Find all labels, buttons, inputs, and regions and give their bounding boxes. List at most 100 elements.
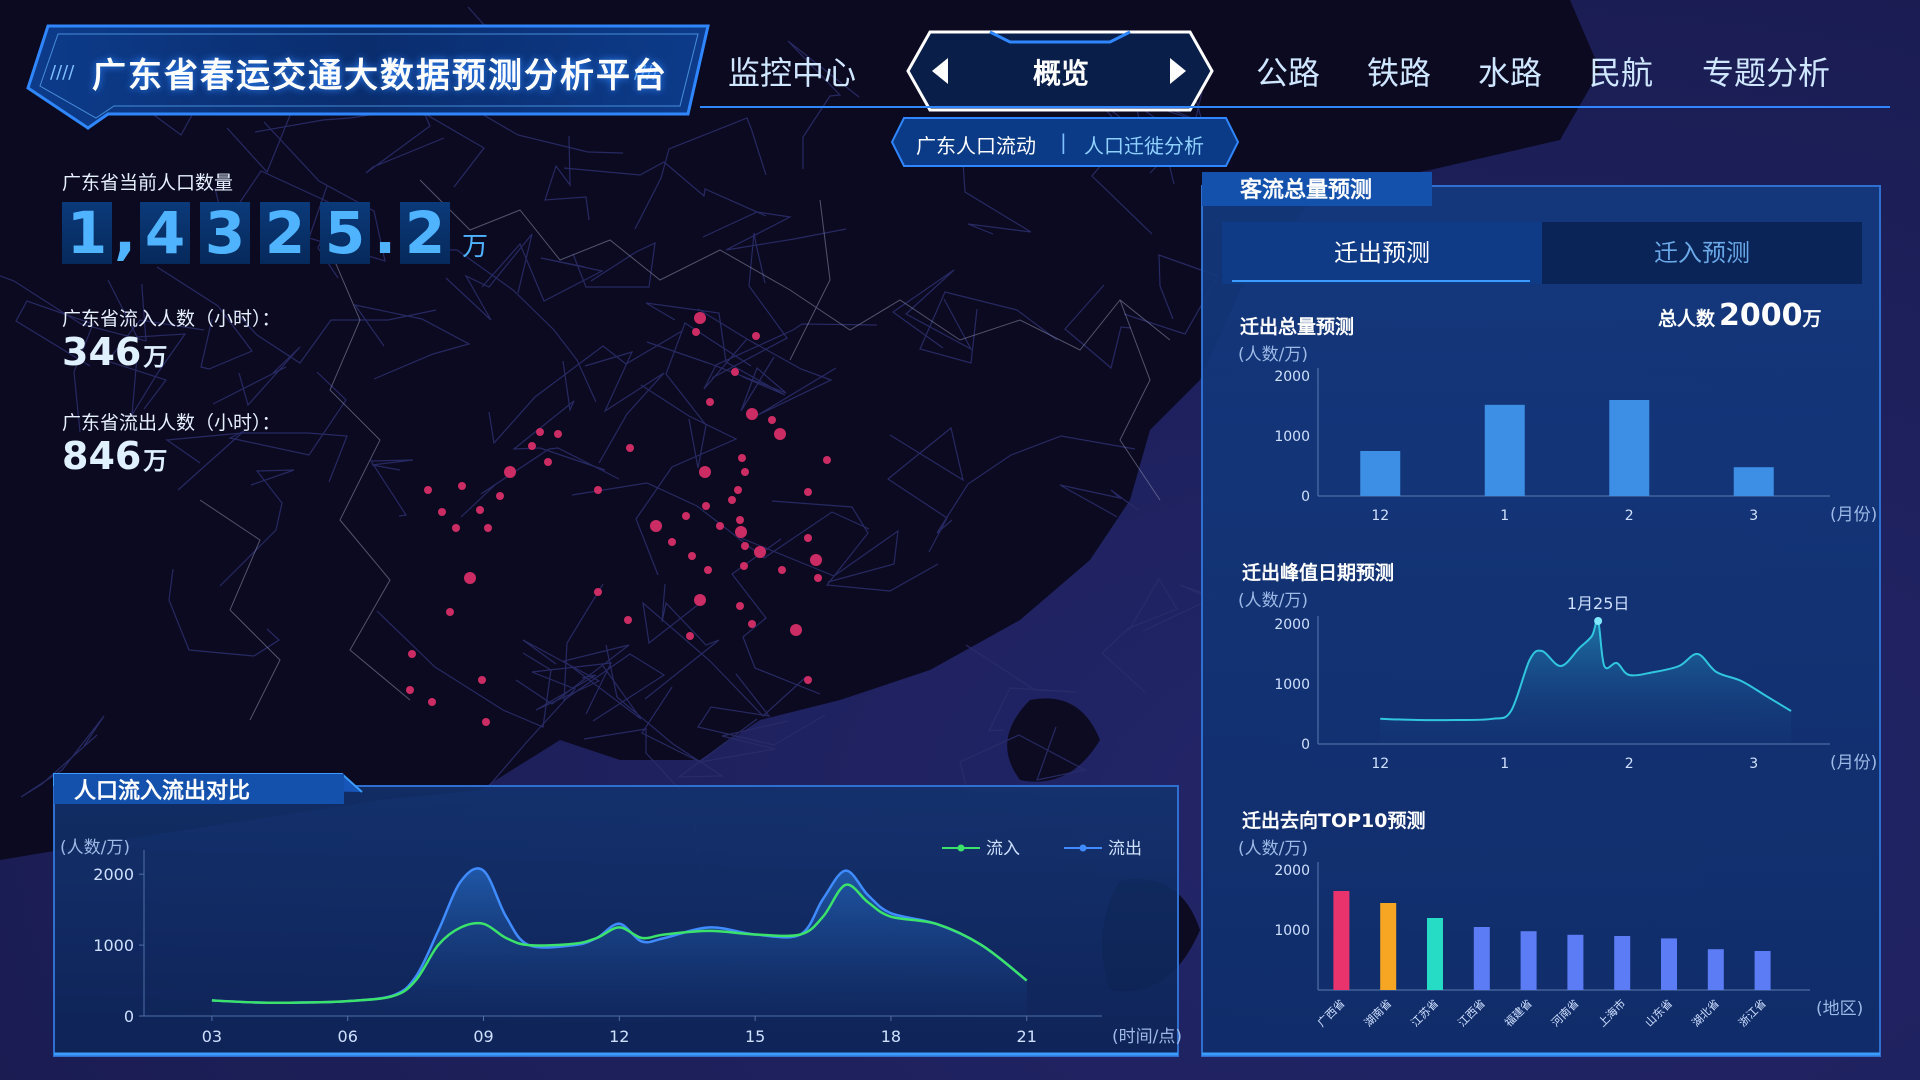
road-line (168, 568, 280, 657)
road-line (445, 233, 533, 321)
y-tick-label: 1000 (1274, 429, 1310, 445)
road-line (233, 309, 437, 364)
population-hotspot (594, 486, 602, 494)
nav-overview[interactable]: 概览 (1033, 57, 1090, 90)
x-axis-label: (月份) (1830, 505, 1876, 525)
total-chart-title: 迁出总量预测 (1240, 316, 1355, 338)
nav-next-icon[interactable] (1166, 56, 1190, 86)
population-hotspot (728, 496, 736, 504)
nav-railway[interactable]: 铁路 (1367, 54, 1432, 92)
population-hotspot (734, 486, 742, 494)
bar-1 (1484, 404, 1525, 496)
road-line (891, 269, 973, 351)
population-hotspot (452, 524, 460, 532)
forecast-panel-title: 客流总量预测 (1240, 178, 1373, 203)
bar-12 (1360, 451, 1401, 496)
population-digit: 5 (320, 202, 370, 264)
road-line (512, 360, 606, 471)
outflow-label: 广东省流出人数（小时）： (62, 412, 281, 434)
x-tick-label: 12 (609, 1027, 629, 1046)
legend-marker (1079, 844, 1087, 852)
forecast-panel-frame (1201, 172, 1881, 1057)
road-line (219, 469, 295, 587)
x-tick-label: 1 (1500, 756, 1509, 772)
road-line (544, 135, 590, 221)
population-hotspot (731, 368, 739, 376)
road-line (488, 330, 683, 445)
nav-prev-icon[interactable] (928, 56, 952, 86)
y-axis-label: (人数/万) (1238, 839, 1308, 859)
road-line (102, 319, 205, 410)
road-line (1123, 254, 1219, 335)
road-line (156, 266, 253, 370)
y-axis-label: (人数/万) (60, 838, 130, 858)
y-tick-label: 2000 (93, 865, 134, 884)
outflow-value-row: 846万 (62, 434, 167, 478)
y-tick-label: 0 (124, 1007, 134, 1026)
road-line (369, 459, 414, 517)
population-hotspot (702, 502, 710, 510)
population-hotspot (686, 632, 694, 640)
y-tick-label: 1000 (1274, 677, 1310, 693)
road-line (571, 482, 870, 559)
population-hotspot (790, 624, 802, 636)
nav-topic-analysis[interactable]: 专题分析 (1702, 54, 1831, 92)
subnav-population-flow[interactable]: 广东人口流动 (916, 134, 1036, 158)
population-hotspot (704, 566, 712, 574)
x-tick-label: 06 (338, 1027, 358, 1046)
nav-civil-aviation[interactable]: 民航 (1589, 54, 1654, 92)
road-line (515, 644, 642, 720)
bar-2 (1380, 903, 1397, 990)
road-line (711, 232, 788, 379)
population-hotspot (699, 466, 711, 478)
bar-10 (1754, 951, 1771, 990)
nav-waterway[interactable]: 水路 (1478, 54, 1543, 92)
x-tick-label: 浙江省 (1736, 997, 1769, 1030)
nav-monitor-center[interactable]: 监控中心 (728, 54, 857, 92)
population-hotspot (738, 454, 746, 462)
x-tick-label: 2 (1625, 508, 1634, 524)
road-line (605, 644, 758, 778)
road-line (212, 346, 301, 407)
subnav-migration-analysis[interactable]: 人口迁徙分析 (1084, 134, 1204, 158)
flow-panel-title: 人口流入流出对比 (74, 779, 251, 804)
population-hotspot (694, 312, 706, 324)
road-line (0, 275, 147, 342)
population-hotspot (778, 566, 786, 574)
population-hotspot (476, 506, 484, 514)
page-title: 广东省春运交通大数据预测分析平台 (92, 56, 668, 96)
population-hotspot (804, 676, 812, 684)
road-line (263, 121, 386, 262)
y-tick-label: 2000 (1274, 617, 1310, 633)
tab-inflow-forecast[interactable]: 迁入预测 (1542, 222, 1862, 284)
legend-label: 流入 (986, 839, 1020, 859)
population-hotspot (484, 524, 492, 532)
population-hotspot (594, 588, 602, 596)
population-hotspot (752, 332, 760, 340)
population-hotspot (692, 328, 700, 336)
population-digit: . (374, 199, 397, 267)
x-tick-label: 12 (1371, 508, 1389, 524)
x-axis-label: (地区) (1816, 999, 1863, 1019)
population-hotspot (626, 444, 634, 452)
nav-highway[interactable]: 公路 (1256, 54, 1321, 92)
outflow-unit: 万 (143, 447, 168, 475)
peak-annotation: 1月25日 (1567, 594, 1630, 613)
population-hotspot (458, 482, 466, 490)
road-line (644, 583, 720, 700)
road-line (771, 500, 939, 592)
legend-marker (957, 844, 965, 852)
x-tick-label: 21 (1017, 1027, 1037, 1046)
population-hotspot (668, 538, 676, 546)
population-unit: 万 (462, 232, 489, 262)
population-hotspot (754, 546, 766, 558)
population-hotspot (741, 542, 749, 550)
x-tick-label: 广西省 (1315, 997, 1348, 1030)
road-line (563, 583, 666, 722)
population-hotspot (446, 608, 454, 616)
population-hotspot (804, 488, 812, 496)
tab-outflow-forecast[interactable]: 迁出预测 (1222, 222, 1542, 284)
road-line (634, 117, 767, 230)
flow-chart: (人数/万) 0 1000 2000 03 06 09 12 15 18 21 (时间/点) 流入 流出 (60, 838, 1182, 1047)
